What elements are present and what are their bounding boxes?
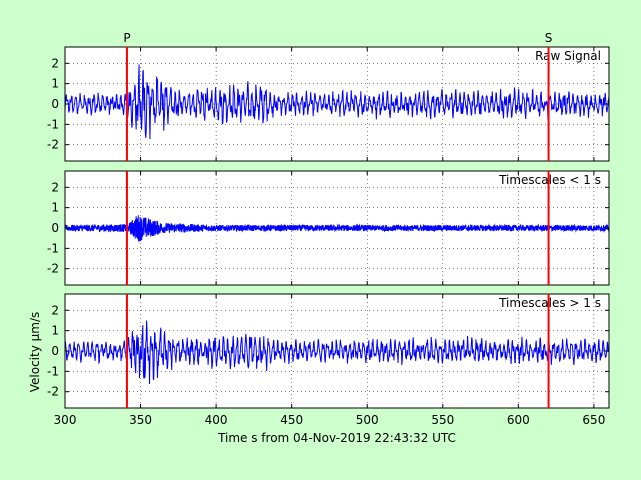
panel-1: -2 -1 0 1 2 Raw Signal — [47, 46, 610, 162]
y-tick-label: 1 — [51, 324, 59, 338]
y-tick-label: -2 — [47, 262, 59, 276]
y-tick-label: 2 — [51, 303, 59, 317]
y-axis-label: Velocity µm/s — [28, 312, 42, 393]
y-tick-label: 1 — [51, 77, 59, 91]
x-tick-label: 300 — [54, 413, 77, 427]
signal-trace — [64, 320, 610, 384]
y-tick-label: 1 — [51, 201, 59, 215]
x-tick-label: 550 — [431, 413, 454, 427]
signal-trace — [64, 215, 610, 242]
phase-marker-label: P — [123, 31, 130, 45]
y-tick-label: 0 — [51, 221, 59, 235]
y-tick-label: 0 — [51, 344, 59, 358]
x-tick-label: 500 — [356, 413, 379, 427]
panel-label: Raw Signal — [535, 49, 601, 63]
y-tick-label: -2 — [47, 138, 59, 152]
x-tick-label: 650 — [582, 413, 605, 427]
y-tick-label: 0 — [51, 97, 59, 111]
x-tick-label: 450 — [280, 413, 303, 427]
x-tick-label: 350 — [129, 413, 152, 427]
x-tick-label: 400 — [205, 413, 228, 427]
x-tick-label: 600 — [507, 413, 530, 427]
signal-trace — [64, 64, 610, 139]
y-tick-label: -1 — [47, 364, 59, 378]
y-tick-label: -2 — [47, 385, 59, 399]
x-axis-label: Time s from 04-Nov-2019 22:43:32 UTC — [217, 431, 456, 445]
y-tick-label: 2 — [51, 180, 59, 194]
phase-marker-label: S — [545, 31, 553, 45]
y-tick-label: -1 — [47, 241, 59, 255]
x-tick-labels: 300 350 400 450 500 550 600 650 — [54, 413, 606, 427]
y-tick-label: 2 — [51, 56, 59, 70]
y-tick-label: -1 — [47, 117, 59, 131]
